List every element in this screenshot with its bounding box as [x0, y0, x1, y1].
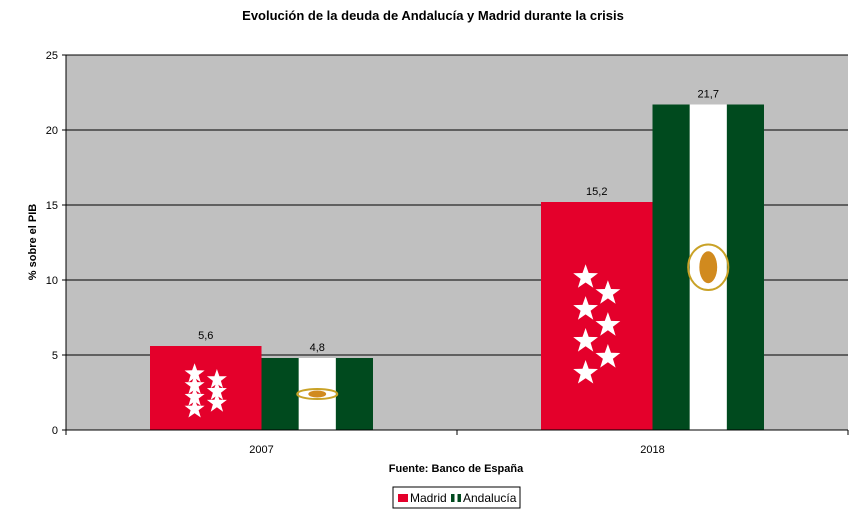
- y-tick-label: 15: [46, 200, 58, 212]
- star-icon: [595, 280, 621, 304]
- coat-of-arms-icon: [687, 243, 730, 292]
- legend-swatch-madrid: [398, 494, 408, 502]
- bar-andaluca-2007: [261, 358, 373, 430]
- star-icon: [595, 344, 621, 368]
- x-tick-label: 2018: [640, 444, 664, 456]
- y-tick-label: 0: [52, 425, 58, 437]
- star-icon: [573, 264, 598, 288]
- star-icon: [184, 374, 205, 394]
- emblem-figure: [308, 390, 327, 398]
- bar: [541, 202, 653, 430]
- legend-label-andalucia: Andalucía: [463, 491, 517, 505]
- data-label: 5,6: [198, 330, 213, 342]
- star-icon: [206, 392, 227, 412]
- emblem-ring: [687, 243, 730, 292]
- legend-swatch-andalucia: [451, 494, 461, 502]
- star-icon: [184, 398, 205, 418]
- star-icon: [573, 296, 598, 320]
- data-label: 4,8: [310, 342, 325, 354]
- y-tick-label: 25: [46, 50, 58, 62]
- y-axis-label: % sobre el PIB: [27, 204, 39, 280]
- y-tick-label: 10: [46, 275, 58, 287]
- bar-madrid-2018: [541, 202, 653, 430]
- star-icon: [573, 328, 598, 352]
- bar: [150, 346, 262, 430]
- legend-label-madrid: Madrid: [410, 491, 447, 505]
- data-label: 15,2: [586, 186, 607, 198]
- star-icon: [206, 380, 227, 400]
- legend: Madrid Andalucía: [392, 486, 521, 509]
- chart-title: Evolución de la deuda de Andalucía y Mad…: [242, 8, 624, 23]
- star-icon: [184, 363, 205, 383]
- y-tick-label: 5: [52, 350, 58, 362]
- star-icon: [206, 369, 227, 389]
- star-icon: [184, 386, 205, 406]
- emblem-ring: [296, 387, 339, 401]
- x-tick-label: 2007: [249, 444, 273, 456]
- bar-madrid-2007: [150, 346, 262, 430]
- star-icon: [595, 312, 621, 336]
- emblem-figure: [699, 251, 718, 284]
- coat-of-arms-icon: [296, 387, 339, 401]
- x-axis-label: Fuente: Banco de España: [389, 463, 524, 475]
- data-label: 21,7: [698, 89, 719, 101]
- y-tick-label: 20: [46, 125, 58, 137]
- bar-andaluca-2018: [652, 104, 764, 430]
- star-icon: [573, 360, 598, 384]
